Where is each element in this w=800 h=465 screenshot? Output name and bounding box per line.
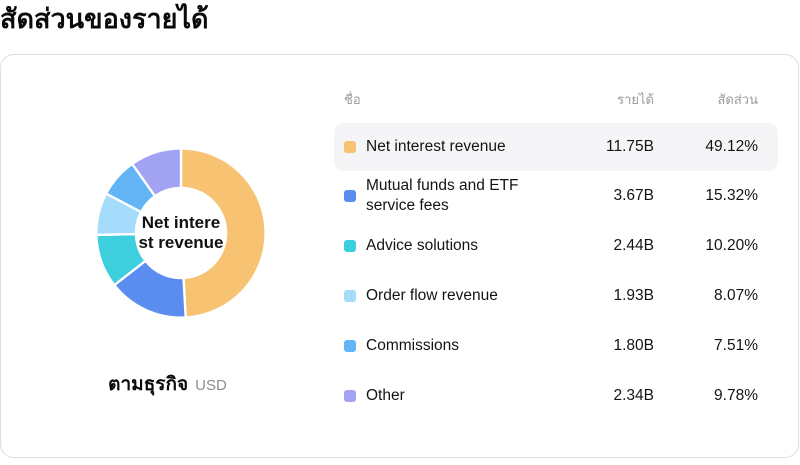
- table-row-0[interactable]: Net interest revenue 11.75B 49.12%: [334, 123, 778, 171]
- donut-slice-5[interactable]: [131, 147, 183, 198]
- row-name: Other: [366, 386, 405, 404]
- table-row-5[interactable]: Other 2.34B 9.78%: [334, 371, 778, 421]
- table-row-4[interactable]: Commissions 1.80B 7.51%: [334, 321, 778, 371]
- series-color-marker: [344, 240, 356, 252]
- donut-svg: [95, 147, 267, 319]
- page-title: สัดส่วนของรายได้: [0, 4, 209, 34]
- row-share: 10.20%: [705, 237, 758, 254]
- row-revenue: 1.93B: [613, 287, 654, 304]
- donut-slice-0[interactable]: [179, 147, 267, 319]
- row-revenue: 2.44B: [613, 237, 654, 254]
- row-name: Advice solutions: [366, 236, 479, 254]
- revenue-table: ชื่อ รายได้ สัดส่วน Net interest revenue…: [334, 55, 798, 457]
- series-color-marker: [344, 340, 356, 352]
- row-revenue: 2.34B: [613, 387, 654, 404]
- header-name: ชื่อ: [344, 92, 361, 107]
- chart-footer-unit: USD: [195, 377, 227, 394]
- series-color-marker: [344, 290, 356, 302]
- row-share: 49.12%: [705, 138, 758, 155]
- row-share: 9.78%: [714, 387, 758, 404]
- row-name: Net interest revenue: [366, 137, 506, 155]
- row-name: Order flow revenue: [366, 286, 498, 304]
- chart-footer: ตามธุรกิจ USD: [1, 369, 334, 399]
- series-color-marker: [344, 190, 356, 202]
- row-revenue: 3.67B: [613, 187, 654, 204]
- row-revenue: 1.80B: [613, 337, 654, 354]
- table-row-2[interactable]: Advice solutions 2.44B 10.20%: [334, 221, 778, 271]
- row-share: 15.32%: [705, 187, 758, 204]
- row-revenue: 11.75B: [606, 138, 654, 155]
- row-share: 7.51%: [714, 337, 758, 354]
- chart-footer-label: ตามธุรกิจ: [108, 374, 189, 395]
- series-color-marker: [344, 141, 356, 153]
- header-share: สัดส่วน: [717, 92, 759, 107]
- table-header: ชื่อ รายได้ สัดส่วน: [334, 89, 778, 110]
- donut-chart-pane: Net intere st revenue ตามธุรกิจ USD: [1, 55, 334, 457]
- series-color-marker: [344, 390, 356, 402]
- table-row-1[interactable]: Mutual funds and ETF service fees 3.67B …: [334, 171, 778, 221]
- row-name: Mutual funds and ETF service fees: [366, 176, 519, 214]
- header-revenue: รายได้: [617, 92, 654, 107]
- table-body: Net interest revenue 11.75B 49.12% Mutua…: [334, 123, 778, 421]
- revenue-breakdown-card: Net intere st revenue ตามธุรกิจ USD ชื่อ …: [0, 54, 799, 458]
- row-name: Commissions: [366, 336, 460, 354]
- table-row-3[interactable]: Order flow revenue 1.93B 8.07%: [334, 271, 778, 321]
- donut-chart: Net intere st revenue: [87, 139, 275, 327]
- row-share: 8.07%: [714, 287, 758, 304]
